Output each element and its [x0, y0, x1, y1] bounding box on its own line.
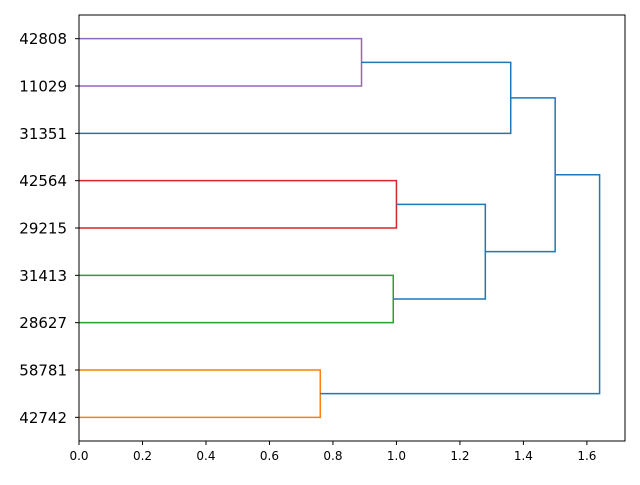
- link-c5: [393, 203, 487, 300]
- leaf-label-28627: 28627: [19, 314, 67, 332]
- link-c4: [79, 274, 395, 324]
- link-c6: [485, 97, 556, 253]
- leaf-label-58781: 58781: [19, 362, 67, 380]
- link-c7: [79, 369, 322, 419]
- x-axis: 0.0 0.2 0.4 0.6 0.8 1.0 1.2 1.4 1.6: [69, 441, 596, 463]
- y-axis-leaf-labels: 42808 11029 31351 42564 29215 31413 28627 58781…: [19, 30, 79, 427]
- x-tick-label: 0.0: [69, 449, 88, 463]
- link-c3: [79, 179, 398, 229]
- leaf-label-31413: 31413: [19, 267, 67, 285]
- x-tick-label: 1.2: [450, 449, 469, 463]
- leaf-label-42742: 42742: [19, 409, 67, 427]
- x-tick-label: 1.4: [514, 449, 533, 463]
- leaf-label-29215: 29215: [19, 220, 67, 238]
- x-tick-label: 0.4: [196, 449, 215, 463]
- x-tick-label: 0.2: [133, 449, 152, 463]
- x-tick-label: 0.6: [260, 449, 279, 463]
- leaf-label-42808: 42808: [19, 30, 67, 48]
- x-tick-label: 1.6: [577, 449, 596, 463]
- link-c8: [320, 174, 601, 395]
- leaf-label-31351: 31351: [19, 125, 67, 143]
- links-layer: [79, 37, 601, 419]
- x-tick-label: 0.8: [323, 449, 342, 463]
- link-c2: [79, 61, 512, 135]
- x-tick-label: 1.0: [387, 449, 406, 463]
- leaf-label-11029: 11029: [19, 78, 67, 96]
- leaf-label-42564: 42564: [19, 172, 67, 190]
- link-c1: [79, 37, 363, 87]
